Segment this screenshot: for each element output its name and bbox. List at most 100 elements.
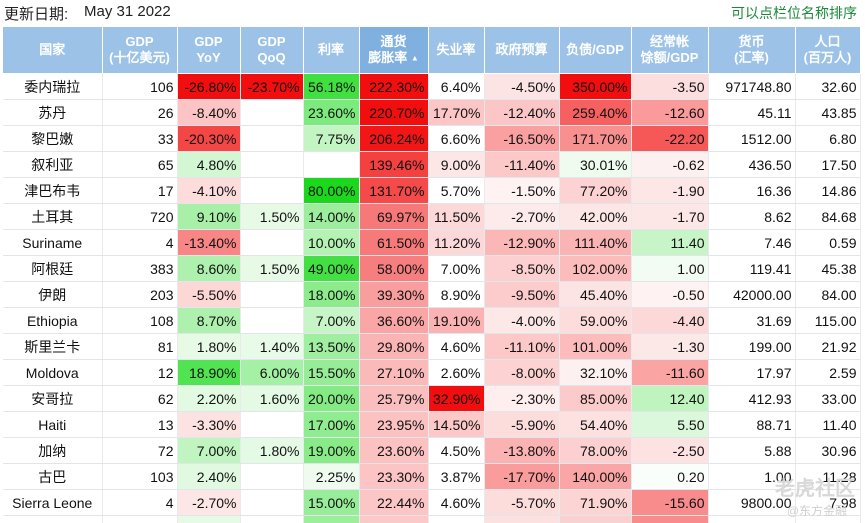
cell-inflation: 131.70% (359, 177, 429, 204)
column-header-label: 通货 (380, 33, 407, 49)
cell-debt: 59.00% (559, 307, 632, 334)
column-header-label: 国家 (39, 42, 66, 57)
column-header-label: 人口 (814, 34, 841, 49)
cell-debt: 102.00% (559, 255, 632, 282)
cell-country: Moldova (3, 359, 103, 386)
cell-gdp: 203 (102, 281, 178, 308)
column-header-country[interactable]: 国家 (3, 27, 103, 74)
cell-budget: -5.90% (484, 411, 560, 438)
watermark-handle: @东方金融 (786, 504, 847, 518)
cell-unemployment: 17.70% (428, 99, 485, 126)
cell-country: 斯里兰卡 (3, 333, 103, 360)
cell-rate: 15.00% (303, 489, 360, 516)
column-header-inflation[interactable]: 通货 膨胀率 ▲ (359, 27, 429, 74)
cell-debt: 30.01% (559, 151, 632, 178)
cell-unemployment: 2.60% (428, 359, 485, 386)
cell-gdp_qoq (240, 307, 304, 334)
cell-inflation: 220.70% (359, 99, 429, 126)
cell-population: 14.86 (795, 177, 861, 204)
cell-population: 6.80 (795, 125, 861, 152)
cell-fx: 412.93 (708, 385, 796, 412)
column-header-debt[interactable]: 负债/GDP (559, 27, 632, 74)
cell-country: Sierra Leone (3, 489, 103, 516)
cell-fx: 17.97 (708, 359, 796, 386)
cell-country: Suriname (3, 229, 103, 256)
cell-budget (484, 515, 560, 523)
cell-budget: -17.70% (484, 463, 560, 490)
cell-debt: 32.10% (559, 359, 632, 386)
column-header-budget[interactable]: 政府预算 (484, 27, 560, 74)
cell-country: 津巴布韦 (3, 177, 103, 204)
column-header-label: 政府预算 (495, 42, 548, 57)
macro-data-table-container: 国家 GDP (十亿美元) GDP YoY GDP QoQ 利率 通货 膨胀率 ▲ 失业率 政府预算 负… (3, 27, 865, 523)
cell-current_account: -4.40 (631, 307, 709, 334)
cell-budget: -2.70% (484, 203, 560, 230)
cell-rate: 20.00% (303, 385, 360, 412)
cell-gdp: 33 (102, 125, 178, 152)
cell-debt: 45.40% (559, 281, 632, 308)
cell-inflation: 61.50% (359, 229, 429, 256)
cell-rate: 23.60% (303, 99, 360, 126)
cell-population (795, 515, 861, 523)
cell-fx: 119.41 (708, 255, 796, 282)
cell-gdp_qoq (240, 515, 304, 523)
cell-current_account: -11.60 (631, 359, 709, 386)
cell-unemployment: 19.10% (428, 307, 485, 334)
cell-budget: -4.50% (484, 73, 560, 100)
column-header-fx[interactable]: 货币 (汇率) (708, 27, 796, 74)
cell-gdp_yoy: -13.40% (177, 229, 241, 256)
table-row: 斯里兰卡 81 1.80% 1.40% 13.50% 29.80% 4.60% -11.10%… (3, 333, 861, 360)
cell-rate: 10.00% (303, 229, 360, 256)
cell-gdp: 383 (102, 255, 178, 282)
cell-fx: 31.69 (708, 307, 796, 334)
cell-debt: 54.40% (559, 411, 632, 438)
cell-country: 加纳 (3, 437, 103, 464)
cell-current_account: 0.20 (631, 463, 709, 490)
cell-budget: -11.40% (484, 151, 560, 178)
cell-population: 30.96 (795, 437, 861, 464)
cell-fx: 9800.00 (708, 489, 796, 516)
cell-current_account: 11.40 (631, 229, 709, 256)
cell-rate: 18.00% (303, 281, 360, 308)
column-header-rate[interactable]: 利率 (303, 27, 360, 74)
cell-inflation: 36.60% (359, 307, 429, 334)
macro-data-table: 国家 GDP (十亿美元) GDP YoY GDP QoQ 利率 通货 膨胀率 ▲ 失业率 政府预算 负… (3, 27, 861, 523)
cell-gdp_qoq: 6.00% (240, 359, 304, 386)
cell-budget: -4.00% (484, 307, 560, 334)
cell-budget: -8.00% (484, 359, 560, 386)
cell-unemployment: 6.60% (428, 125, 485, 152)
table-row: Haiti 13 -3.30% 17.00% 23.95% 14.50% -5.90% 54.… (3, 411, 861, 438)
column-header-population[interactable]: 人口 (百万人) (795, 27, 861, 74)
sort-ascending-icon: ▲ (410, 53, 419, 63)
column-header-gdp_yoy[interactable]: GDP YoY (177, 27, 241, 74)
column-header-current_account[interactable]: 经常帐 馀额/GDP (631, 27, 709, 74)
cell-current_account: -0.50 (631, 281, 709, 308)
column-header-label: 货币 (738, 34, 765, 49)
cell-fx: 5.88 (708, 437, 796, 464)
column-header-gdp_qoq[interactable]: GDP QoQ (240, 27, 304, 74)
cell-gdp_yoy: 2.20% (177, 385, 241, 412)
column-header-sublabel: QoQ (257, 50, 286, 65)
cell-unemployment: 3.87% (428, 463, 485, 490)
cell-inflation: 27.10% (359, 359, 429, 386)
update-date-label: 更新日期: (4, 6, 69, 23)
cell-gdp_qoq (240, 411, 304, 438)
cell-debt: 85.00% (559, 385, 632, 412)
column-header-unemployment[interactable]: 失业率 (428, 27, 485, 74)
cell-gdp_yoy (177, 515, 241, 523)
column-header-sublabel: YoY (196, 50, 221, 65)
cell-gdp_qoq (240, 463, 304, 490)
cell-fx: 42000.00 (708, 281, 796, 308)
column-header-label: 负债/GDP (566, 42, 624, 57)
cell-gdp_yoy: 8.60% (177, 255, 241, 282)
cell-inflation (359, 515, 429, 523)
cell-gdp_yoy: 9.10% (177, 203, 241, 230)
sort-hint-text: 可以点栏位名称排序 (731, 5, 857, 21)
cell-current_account: -12.60 (631, 99, 709, 126)
cell-population: 33.00 (795, 385, 861, 412)
cell-gdp_qoq (240, 99, 304, 126)
cell-current_account: 12.40 (631, 385, 709, 412)
cell-gdp: 720 (102, 203, 178, 230)
column-header-gdp[interactable]: GDP (十亿美元) (102, 27, 178, 74)
cell-inflation: 23.95% (359, 411, 429, 438)
